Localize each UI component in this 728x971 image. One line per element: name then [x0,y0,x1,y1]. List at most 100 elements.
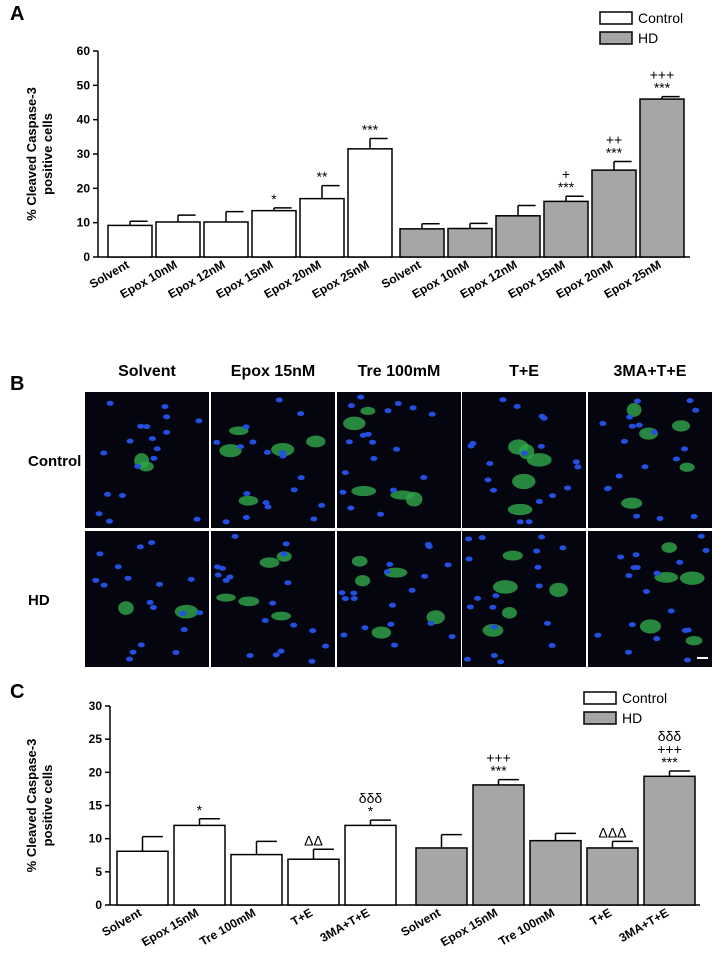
nucleus [297,475,305,481]
nucleus [237,444,245,450]
nucleus [377,511,385,517]
y-tick-label: 30 [89,699,103,713]
legend-label: HD [638,30,658,46]
nucleus [290,622,298,628]
nucleus [497,659,505,665]
significance-mark: * [197,802,203,818]
nucleus [564,485,572,491]
nucleus [680,446,688,452]
column-header: T+E [509,363,539,380]
significance-mark: *** [558,179,575,195]
green-cell [671,420,691,432]
nucleus [269,600,277,606]
nucleus [492,593,500,599]
y-tick-label: 0 [83,250,90,264]
green-cell [360,406,376,416]
green-cell [271,611,292,621]
bar [472,784,525,906]
nucleus [427,620,435,626]
micrograph [588,392,712,528]
green-cell [390,490,415,500]
green-cell [679,462,695,472]
y-axis-label: % Cleaved Caspase-3 [24,87,39,221]
nucleus [369,439,377,445]
bar [529,839,582,906]
nucleus [484,477,492,483]
significance-mark: * [271,191,277,207]
nucleus [95,511,103,517]
nucleus [572,459,580,465]
bar [543,200,589,258]
nucleus [389,487,397,493]
micrograph [211,392,335,528]
y-tick-label: 10 [77,216,91,230]
nucleus [222,519,230,525]
nucleus [361,625,369,631]
nucleus [137,423,145,429]
column-header: Tre 100mM [358,363,441,380]
x-tick-label: Tre 100mM [496,905,557,948]
nucleus [537,443,545,449]
nucleus [153,446,161,452]
nucleus [467,443,475,449]
bar [230,853,283,906]
nucleus [149,604,157,610]
nucleus [180,627,188,633]
nucleus [161,404,169,410]
green-cell [654,571,679,583]
nucleus [538,534,546,540]
column-header: Epox 15nM [231,363,315,380]
micrograph [337,531,461,667]
bar [415,847,468,906]
micrograph-bg [588,392,712,528]
nucleus [386,561,394,567]
x-tick-label: Tre 100mM [197,905,258,948]
significance-mark: *** [490,763,507,779]
significance-mark: ++ [606,132,622,148]
nucleus [486,460,494,466]
green-cell [343,416,366,431]
bar [643,775,696,906]
y-tick-label: 50 [77,78,91,92]
panel-label: C [10,681,24,703]
nucleus [632,552,640,558]
nucleus [635,422,643,428]
nucleus [628,423,636,429]
nucleus [100,582,108,588]
nucleus [242,424,250,430]
bar [116,850,169,906]
nucleus [534,564,542,570]
green-cell [174,604,199,619]
nucleus [282,541,290,547]
green-cell [259,557,280,568]
legend-label: HD [622,710,642,726]
nucleus [272,652,280,658]
nucleus [280,551,288,557]
green-cell [507,503,533,516]
nucleus [656,516,664,522]
nucleus [347,403,355,409]
significance-mark: +++ [650,67,675,83]
significance-mark: ΔΔΔ [598,824,626,840]
green-cell [661,542,678,553]
nucleus [390,642,398,648]
bar [639,98,685,258]
y-tick-label: 30 [77,147,91,161]
nucleus [421,573,429,579]
y-tick-label: 40 [77,113,91,127]
green-cell [426,610,445,625]
nucleus [499,397,507,403]
nucleus [383,569,391,575]
nucleus [284,580,292,586]
legend-swatch [583,711,617,725]
nucleus [594,632,602,638]
nucleus [146,599,154,605]
nucleus [387,621,395,627]
y-tick-label: 0 [95,898,102,912]
nucleus [633,398,641,404]
nucleus [408,587,416,593]
nucleus [218,565,226,571]
micrograph [462,392,586,528]
nucleus [625,573,633,579]
nucleus [179,610,187,616]
